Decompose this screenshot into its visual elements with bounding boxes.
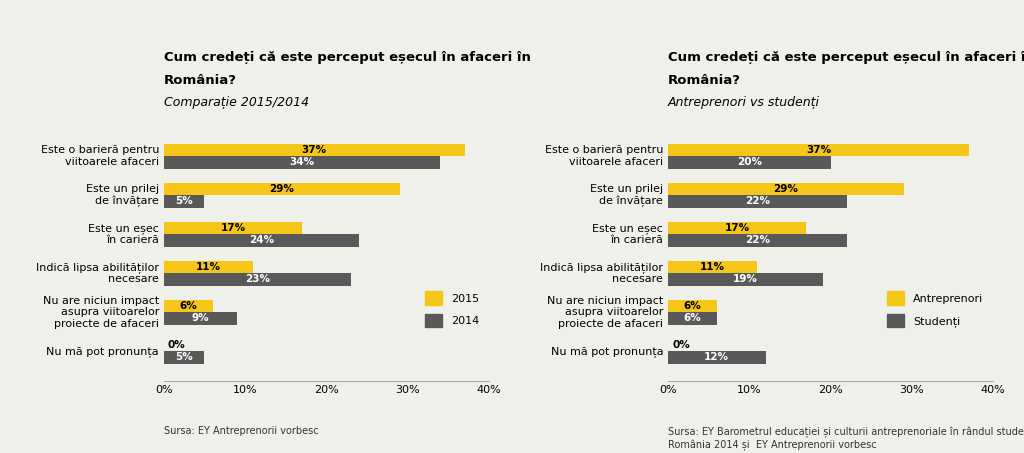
Text: 5%: 5% xyxy=(175,352,194,362)
Text: 6%: 6% xyxy=(684,313,701,323)
Text: Sursa: EY Barometrul educației și culturii antreprenoriale în rândul studenților: Sursa: EY Barometrul educației și cultur… xyxy=(668,426,1024,451)
Bar xyxy=(668,234,847,246)
Bar xyxy=(668,351,766,364)
Bar xyxy=(668,156,830,169)
Bar xyxy=(668,273,822,286)
Text: Sursa: EY Antreprenorii vorbesc: Sursa: EY Antreprenorii vorbesc xyxy=(164,426,318,436)
Bar xyxy=(164,183,399,195)
Legend: Antreprenori, Studenți: Antreprenori, Studenți xyxy=(883,287,988,332)
Text: 17%: 17% xyxy=(220,223,246,233)
Text: 5%: 5% xyxy=(175,197,194,207)
Text: 17%: 17% xyxy=(725,223,750,233)
Bar xyxy=(668,183,904,195)
Text: 29%: 29% xyxy=(269,184,294,194)
Text: 37%: 37% xyxy=(806,145,831,155)
Bar xyxy=(668,222,806,234)
Text: 19%: 19% xyxy=(733,275,758,284)
Text: 11%: 11% xyxy=(700,262,725,272)
Bar xyxy=(668,261,758,273)
Bar xyxy=(164,234,359,246)
Bar xyxy=(164,156,440,169)
Text: 29%: 29% xyxy=(773,184,799,194)
Text: 6%: 6% xyxy=(684,301,701,311)
Text: 6%: 6% xyxy=(179,301,197,311)
Text: România?: România? xyxy=(164,73,237,87)
Bar xyxy=(164,351,205,364)
Text: 24%: 24% xyxy=(249,236,274,246)
Text: 23%: 23% xyxy=(245,275,270,284)
Text: 12%: 12% xyxy=(705,352,729,362)
Bar xyxy=(164,144,465,156)
Text: 37%: 37% xyxy=(302,145,327,155)
Text: Cum credeți că este perceput eșecul în afaceri în: Cum credeți că este perceput eșecul în a… xyxy=(668,51,1024,64)
Text: 9%: 9% xyxy=(191,313,209,323)
Bar xyxy=(164,195,205,207)
Bar xyxy=(164,300,213,312)
Legend: 2015, 2014: 2015, 2014 xyxy=(421,287,483,332)
Bar xyxy=(668,312,717,325)
Text: 0%: 0% xyxy=(168,340,185,350)
Text: Comparație 2015/2014: Comparație 2015/2014 xyxy=(164,96,309,109)
Text: 22%: 22% xyxy=(744,236,770,246)
Bar xyxy=(164,222,302,234)
Text: 0%: 0% xyxy=(672,340,690,350)
Bar xyxy=(164,312,237,325)
Text: 34%: 34% xyxy=(290,157,314,167)
Bar xyxy=(164,273,351,286)
Text: România?: România? xyxy=(668,73,741,87)
Bar xyxy=(668,144,969,156)
Text: 20%: 20% xyxy=(737,157,762,167)
Bar xyxy=(668,195,847,207)
Text: 11%: 11% xyxy=(196,262,221,272)
Text: Cum credeți că este perceput eșecul în afaceri în: Cum credeți că este perceput eșecul în a… xyxy=(164,51,530,64)
Text: 22%: 22% xyxy=(744,197,770,207)
Text: Antreprenori vs studenți: Antreprenori vs studenți xyxy=(668,96,820,109)
Bar xyxy=(164,261,253,273)
Bar xyxy=(668,300,717,312)
